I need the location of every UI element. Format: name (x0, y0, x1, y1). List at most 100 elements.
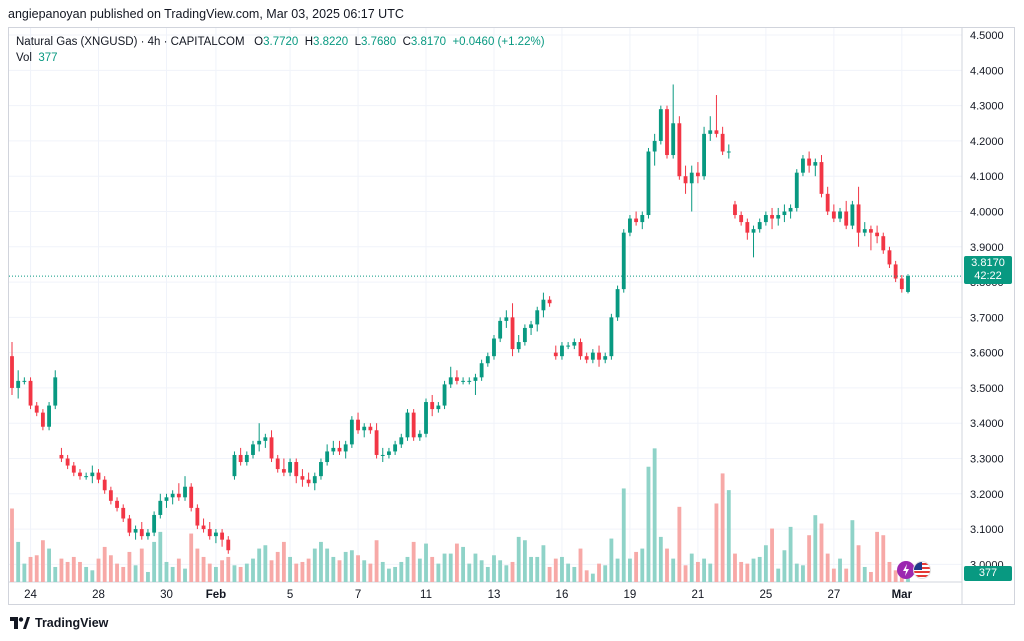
candle-body (473, 377, 478, 381)
volume-bar (380, 561, 385, 582)
volume-bar (782, 550, 787, 582)
change-value: +0.0460 (+1.22%) (452, 36, 545, 48)
price-tick-label: 3.3000 (970, 453, 1004, 465)
volume-bar (875, 531, 880, 582)
candle-body (535, 310, 540, 325)
price-tick-label: 3.2000 (970, 489, 1004, 501)
candle-body (726, 151, 731, 153)
candle-body (139, 529, 144, 537)
candle-body (590, 352, 595, 360)
candle-body (10, 356, 14, 388)
candle-body (553, 352, 558, 357)
volume-bar (84, 566, 89, 582)
volume-bar (677, 506, 682, 582)
candle-body (158, 500, 163, 515)
candle-body (115, 500, 119, 508)
candle-body (702, 133, 706, 177)
candle-body (813, 162, 818, 166)
volume-bar (621, 488, 626, 582)
price-candles (10, 84, 910, 554)
candle-body (59, 454, 64, 459)
candle-body (658, 109, 663, 141)
volume-bar (22, 563, 27, 582)
volume-bar (757, 556, 762, 582)
volume-bar (121, 566, 126, 582)
candle-body (454, 377, 459, 381)
time-tick-label: 13 (488, 589, 501, 601)
volume-bar (269, 560, 274, 582)
volume-bar (850, 520, 855, 582)
candle-body (492, 338, 496, 357)
volume-bar (665, 548, 669, 582)
candle-body (560, 345, 564, 357)
candle-body (78, 472, 82, 477)
price-axis: 4.5000 4.4000 4.3000 4.2000 4.1000 4.0000 3.90… (970, 30, 1004, 571)
candle-body (269, 437, 274, 459)
volume-bar (628, 558, 632, 582)
candle-body (862, 229, 867, 233)
volume-bar (862, 566, 867, 582)
volume-bar (461, 546, 466, 582)
candle-body (708, 130, 713, 134)
candle-body (572, 342, 577, 346)
candle-body (127, 518, 132, 533)
volume-bar (442, 553, 447, 582)
candle-body (417, 433, 422, 438)
candle-body (226, 539, 231, 551)
candle-body (634, 218, 639, 223)
candle-body (399, 437, 404, 445)
volume-bar (745, 563, 750, 582)
high-value: 3.8220 (313, 36, 349, 48)
price-tick-label: 4.4000 (970, 65, 1004, 77)
time-tick-label: 19 (624, 589, 637, 601)
candle-body (479, 363, 484, 378)
candle-body (232, 454, 237, 477)
candle-body (349, 419, 354, 445)
candle-body (498, 320, 503, 339)
candle-body (40, 412, 45, 427)
candle-body (547, 299, 552, 304)
price-tick-label: 3.9000 (970, 242, 1004, 254)
symbol-label[interactable]: Natural Gas (XNGUSD) · 4h · CAPITALCOM (16, 36, 245, 48)
candle-body (714, 130, 719, 134)
volume-bar (195, 548, 200, 582)
volume-bar (436, 563, 441, 582)
us-flag-icon[interactable] (913, 561, 931, 579)
candle-body (875, 232, 880, 237)
volume-bar (788, 526, 793, 582)
candle-body (887, 250, 892, 265)
chart-frame (8, 27, 1015, 605)
flash-icon[interactable] (897, 561, 915, 579)
volume-bar (139, 548, 144, 582)
volume-bar (726, 490, 731, 582)
volume-label: Vol (16, 52, 32, 64)
candle-body (640, 215, 645, 223)
footer-brand: TradingView (35, 616, 109, 630)
candle-body (368, 426, 373, 431)
candle-body (516, 342, 521, 350)
candle-body (720, 133, 725, 152)
candle-body (96, 472, 101, 480)
volume-bar (263, 545, 268, 582)
tradingview-footer[interactable]: TradingView (10, 616, 108, 630)
volume-bar (226, 556, 231, 582)
volume-bar (78, 561, 82, 582)
candle-body (356, 419, 360, 431)
candle-body (906, 276, 910, 292)
candle-body (424, 402, 428, 434)
volume-tag: 377 (964, 566, 1012, 581)
volume-bar (813, 515, 818, 582)
volume-bar (522, 540, 527, 582)
open-value: 3.7720 (263, 36, 299, 48)
chart-legend: Natural Gas (XNGUSD) · 4h · CAPITALCOM O… (16, 34, 545, 66)
volume-bar (158, 531, 163, 582)
volume-bar (529, 556, 533, 582)
candle-body (677, 123, 682, 177)
volume-bar (733, 553, 737, 582)
volume-bar (281, 541, 286, 582)
volume-bar (244, 563, 249, 582)
candle-body (652, 140, 657, 152)
candle-body (838, 211, 842, 219)
candle-body (183, 486, 187, 498)
